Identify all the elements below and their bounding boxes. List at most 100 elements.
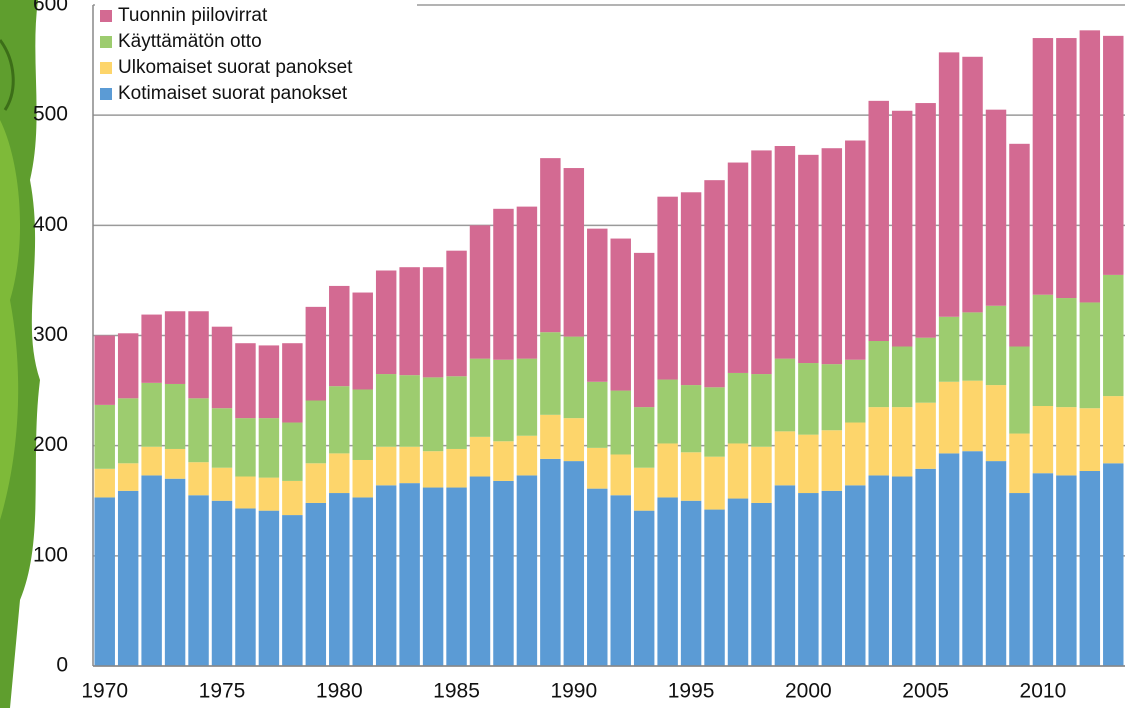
bar-segment bbox=[258, 345, 280, 419]
bar-segment bbox=[587, 447, 608, 489]
bar-segment bbox=[563, 336, 585, 419]
bar-segment bbox=[798, 493, 819, 666]
bar-segment bbox=[1032, 38, 1054, 295]
bar-segment bbox=[1032, 473, 1054, 666]
bar-segment bbox=[633, 252, 655, 408]
bar-segment bbox=[891, 407, 913, 477]
bar-segment bbox=[94, 497, 115, 666]
bar-segment bbox=[422, 487, 444, 666]
bar-segment bbox=[235, 418, 256, 477]
bar-segment bbox=[985, 461, 1007, 666]
x-tick-label: 2005 bbox=[902, 680, 949, 703]
x-tick-label: 1985 bbox=[433, 680, 480, 703]
bar-segment bbox=[188, 462, 209, 496]
x-tick-label: 2010 bbox=[1020, 680, 1067, 703]
bar-segment bbox=[211, 326, 233, 409]
bar-segment bbox=[375, 446, 397, 486]
bar-segment bbox=[305, 502, 327, 666]
bar-segment bbox=[469, 358, 491, 437]
bar-segment bbox=[587, 488, 608, 666]
bar-segment bbox=[540, 414, 561, 459]
y-tick-label: 300 bbox=[33, 323, 68, 346]
bar-segment bbox=[352, 292, 373, 390]
bar-segment bbox=[375, 485, 397, 666]
bar-segment bbox=[985, 109, 1007, 306]
bar-segment bbox=[938, 316, 960, 382]
bar-segment bbox=[845, 485, 866, 666]
bar-segment bbox=[493, 208, 514, 360]
bar-segment bbox=[657, 379, 678, 444]
bar-segment bbox=[1103, 463, 1124, 666]
bar-segment bbox=[141, 314, 162, 383]
bar-segment bbox=[985, 305, 1007, 386]
bar-segment bbox=[821, 430, 843, 491]
bar-segment bbox=[516, 206, 538, 359]
bar-segment bbox=[868, 100, 889, 342]
bar-segment bbox=[704, 456, 725, 510]
bar-segment bbox=[1079, 30, 1101, 303]
bar-segment bbox=[1032, 294, 1054, 407]
bar-segment bbox=[399, 446, 420, 484]
bar-segment bbox=[446, 487, 467, 666]
bar-segment bbox=[446, 250, 467, 377]
bar-segment bbox=[727, 498, 749, 666]
bar-segment bbox=[1079, 302, 1101, 409]
bar-segment bbox=[188, 311, 209, 399]
bar-segment bbox=[563, 168, 585, 337]
bar-segment bbox=[1056, 298, 1077, 408]
legend-label: Kotimaiset suorat panokset bbox=[118, 83, 348, 104]
bar-segment bbox=[680, 192, 702, 386]
bar-segment bbox=[938, 453, 960, 666]
bar-segment bbox=[516, 475, 538, 666]
bar-segment bbox=[868, 475, 889, 666]
bar-segment bbox=[727, 372, 749, 444]
bar-segment bbox=[915, 468, 936, 666]
bar-segment bbox=[680, 500, 702, 666]
bar-segment bbox=[915, 402, 936, 469]
bar-segment bbox=[94, 335, 115, 405]
bar-segment bbox=[1056, 38, 1077, 299]
bar-segment bbox=[469, 225, 491, 359]
bar-segment bbox=[188, 495, 209, 666]
bar-segment bbox=[188, 398, 209, 463]
bar-segment bbox=[282, 515, 303, 666]
legend-label: Ulkomaiset suorat panokset bbox=[118, 57, 353, 78]
bar-segment bbox=[680, 385, 702, 453]
bar-segment bbox=[516, 358, 538, 436]
bar-segment bbox=[962, 451, 983, 666]
bar-segment bbox=[657, 196, 678, 380]
bar-segment bbox=[446, 448, 467, 488]
y-tick-label: 600 bbox=[33, 0, 68, 16]
bar-segment bbox=[305, 400, 327, 464]
bar-segment bbox=[962, 312, 983, 381]
bar-segment bbox=[352, 389, 373, 460]
bar-segment bbox=[563, 461, 585, 666]
bar-segment bbox=[891, 476, 913, 666]
legend-swatch bbox=[100, 88, 112, 100]
bar-segment bbox=[891, 346, 913, 408]
bar-segment bbox=[868, 407, 889, 476]
bar-segment bbox=[1032, 406, 1054, 474]
bar-segment bbox=[329, 453, 350, 494]
y-tick-label: 0 bbox=[56, 654, 68, 677]
bar-segment bbox=[117, 463, 139, 491]
bar-segment bbox=[1056, 475, 1077, 666]
bar-segment bbox=[305, 463, 327, 503]
bar-segment bbox=[774, 146, 796, 359]
bar-segment bbox=[633, 510, 655, 666]
bar-segment bbox=[751, 150, 772, 375]
bar-segment bbox=[235, 343, 256, 419]
bar-segment bbox=[821, 490, 843, 666]
bar-segment bbox=[399, 375, 420, 447]
legend-label: Tuonnin piilovirrat bbox=[118, 5, 268, 26]
bar-segment bbox=[516, 435, 538, 476]
x-tick-label: 1970 bbox=[81, 680, 128, 703]
bar-segment bbox=[798, 434, 819, 494]
bar-segment bbox=[258, 418, 280, 478]
bar-segment bbox=[375, 270, 397, 375]
bar-segment bbox=[1103, 274, 1124, 397]
bar-segment bbox=[422, 267, 444, 378]
bar-segment bbox=[352, 497, 373, 666]
bar-segment bbox=[141, 382, 162, 447]
bar-segment bbox=[962, 380, 983, 452]
